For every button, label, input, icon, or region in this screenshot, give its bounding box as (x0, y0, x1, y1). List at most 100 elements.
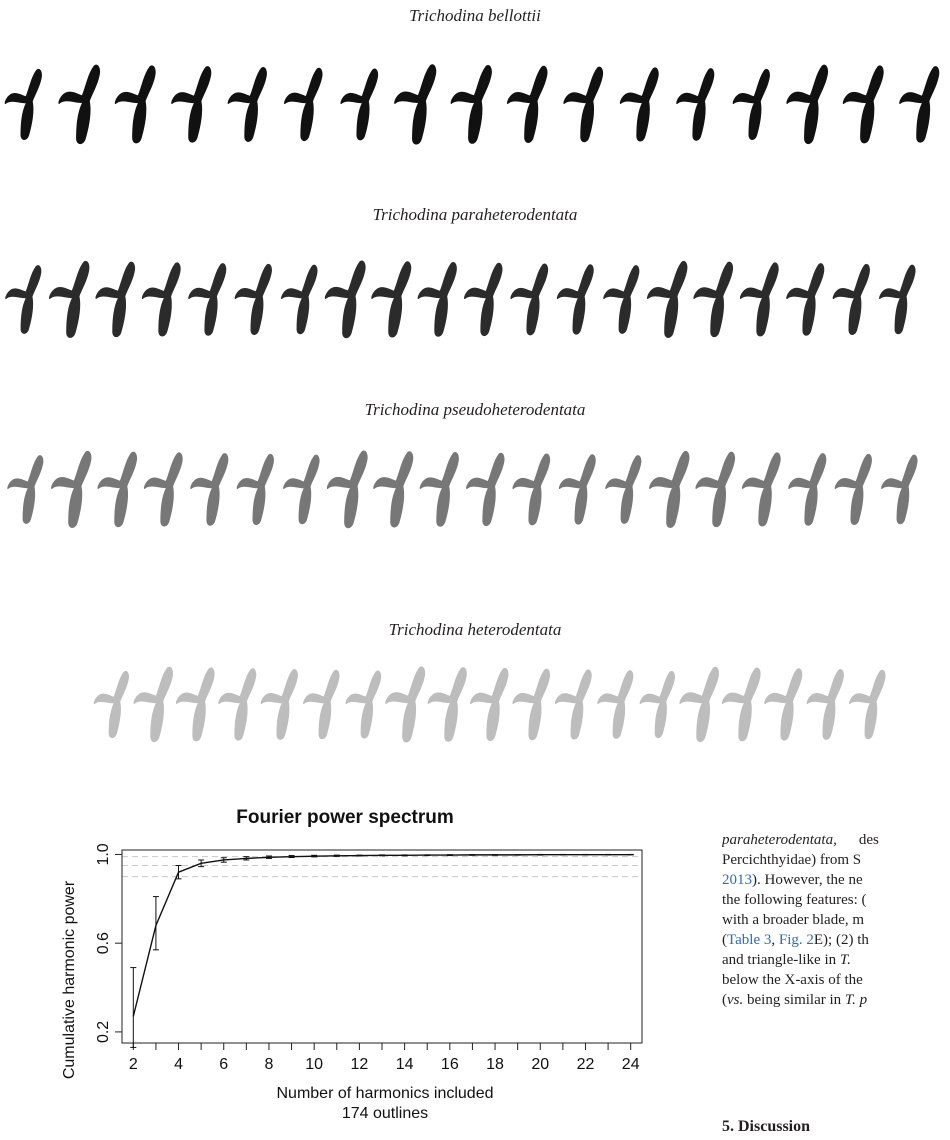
denticle-shape (764, 668, 802, 740)
figure-link[interactable]: Fig. 2 (779, 932, 814, 948)
body-line: 2013). However, the ne (722, 870, 950, 890)
y-tick-label: 0.2 (95, 1021, 112, 1043)
denticle-shape (190, 453, 228, 526)
x-tick-label: 4 (174, 1056, 183, 1073)
denticle-shape (620, 67, 659, 141)
series-line (133, 855, 630, 1017)
denticle-shape (142, 262, 181, 336)
denticle-shape (327, 451, 368, 529)
denticle-shape (303, 670, 339, 739)
denticle-shape (283, 455, 319, 525)
denticle-row-bellottii (0, 55, 950, 155)
denticle-shape (428, 667, 467, 742)
x-tick-label: 22 (577, 1056, 595, 1073)
x-tick-label: 12 (350, 1056, 368, 1073)
denticle-shape (218, 668, 256, 740)
denticle-shape (605, 455, 641, 524)
denticle-shape (420, 452, 459, 527)
denticle-shape (5, 69, 42, 140)
body-fragment: des (859, 832, 879, 848)
body-line: paraheterodentata, des (722, 830, 950, 850)
x-tick-label: 24 (622, 1056, 640, 1073)
body-fragment: and triangle-like in (722, 952, 840, 968)
denticle-shape (695, 452, 735, 528)
denticle-shape (849, 670, 885, 739)
denticle-shape (51, 451, 91, 528)
denticle-shape (144, 452, 183, 526)
denticle-shape (176, 667, 215, 741)
denticle-shape (470, 668, 508, 741)
denticle-shape (833, 264, 870, 335)
x-tick-label: 10 (305, 1056, 323, 1073)
denticle-shape (676, 68, 714, 141)
denticle-shape (94, 671, 129, 738)
denticle-shape (597, 670, 633, 739)
denticle-shape (95, 262, 135, 338)
italic-species: T. (840, 952, 851, 968)
denticle-shape (451, 65, 492, 144)
denticle-shape (555, 669, 592, 739)
body-line: with a broader blade, m (722, 910, 950, 930)
denticle-shape (261, 669, 298, 740)
plot-frame (122, 850, 642, 1043)
denticle-shape (563, 67, 603, 143)
denticle-row-paraheterodentata (0, 250, 950, 350)
denticle-shape (680, 667, 720, 742)
denticle-shape (786, 65, 828, 145)
denticle-shape (325, 261, 366, 339)
x-axis-label: Number of harmonics included (277, 1085, 494, 1102)
body-line: (Table 3, Fig. 2E); (2) th (722, 930, 950, 950)
body-fragment: being similar in (743, 992, 845, 1008)
denticle-shape (647, 261, 687, 338)
italic-term: vs. (727, 992, 743, 1008)
denticle-shape (115, 65, 156, 143)
species-title-1: Trichodina bellottii (0, 6, 950, 26)
denticle-shape (512, 454, 550, 526)
body-line: Percichthyidae) from S (722, 850, 950, 870)
denticle-shape (385, 666, 425, 742)
denticle-shape (722, 667, 761, 741)
denticle-shape (733, 69, 770, 140)
denticle-shape (171, 66, 211, 142)
body-line: the following features: ( (722, 890, 950, 910)
denticle-shape (881, 455, 917, 525)
denticle-row-heterodentata (0, 655, 950, 755)
denticle-shape (134, 667, 174, 742)
x-tick-label: 2 (129, 1056, 138, 1073)
denticle-shape (740, 262, 779, 336)
denticle-shape (237, 454, 274, 525)
table-link[interactable]: Table 3 (727, 932, 771, 948)
species-title-2: Trichodina paraheterodentata (0, 205, 950, 225)
denticle-shape (340, 69, 378, 141)
x-tick-label: 8 (265, 1056, 274, 1073)
italic-species: paraheterodentata, (722, 832, 837, 848)
denticle-shape (649, 451, 689, 528)
denticle-shape (507, 66, 547, 143)
x-tick-label: 18 (486, 1056, 504, 1073)
denticle-shape (786, 263, 824, 336)
body-line: and triangle-like in T. (722, 950, 950, 970)
denticle-shape (513, 669, 551, 741)
denticle-shape (742, 452, 781, 526)
y-tick-label: 1.0 (95, 843, 112, 865)
denticle-shape (464, 263, 502, 336)
denticle-shape (603, 265, 639, 334)
denticle-shape (788, 453, 826, 526)
body-line: below the X-axis of the (722, 970, 950, 990)
denticle-shape (49, 261, 89, 338)
y-tick-label: 0.6 (95, 932, 112, 954)
x-tick-label: 16 (441, 1056, 459, 1073)
x-tick-label: 14 (396, 1056, 414, 1073)
body-fragment: ). However, the ne (752, 872, 863, 888)
denticle-shape (557, 264, 594, 334)
denticle-shape (371, 261, 411, 337)
denticle-shape (843, 65, 884, 143)
denticle-row-pseudoheterodentata (0, 440, 950, 540)
denticle-shape (281, 265, 317, 335)
body-fragment: , (771, 932, 779, 948)
chart-subtitle: 174 outlines (342, 1105, 428, 1122)
body-fragment: E); (2) th (814, 932, 869, 948)
citation-link[interactable]: 2013 (722, 872, 752, 888)
species-title-3: Trichodina pseudoheterodentata (0, 400, 950, 420)
denticle-shape (235, 264, 272, 335)
